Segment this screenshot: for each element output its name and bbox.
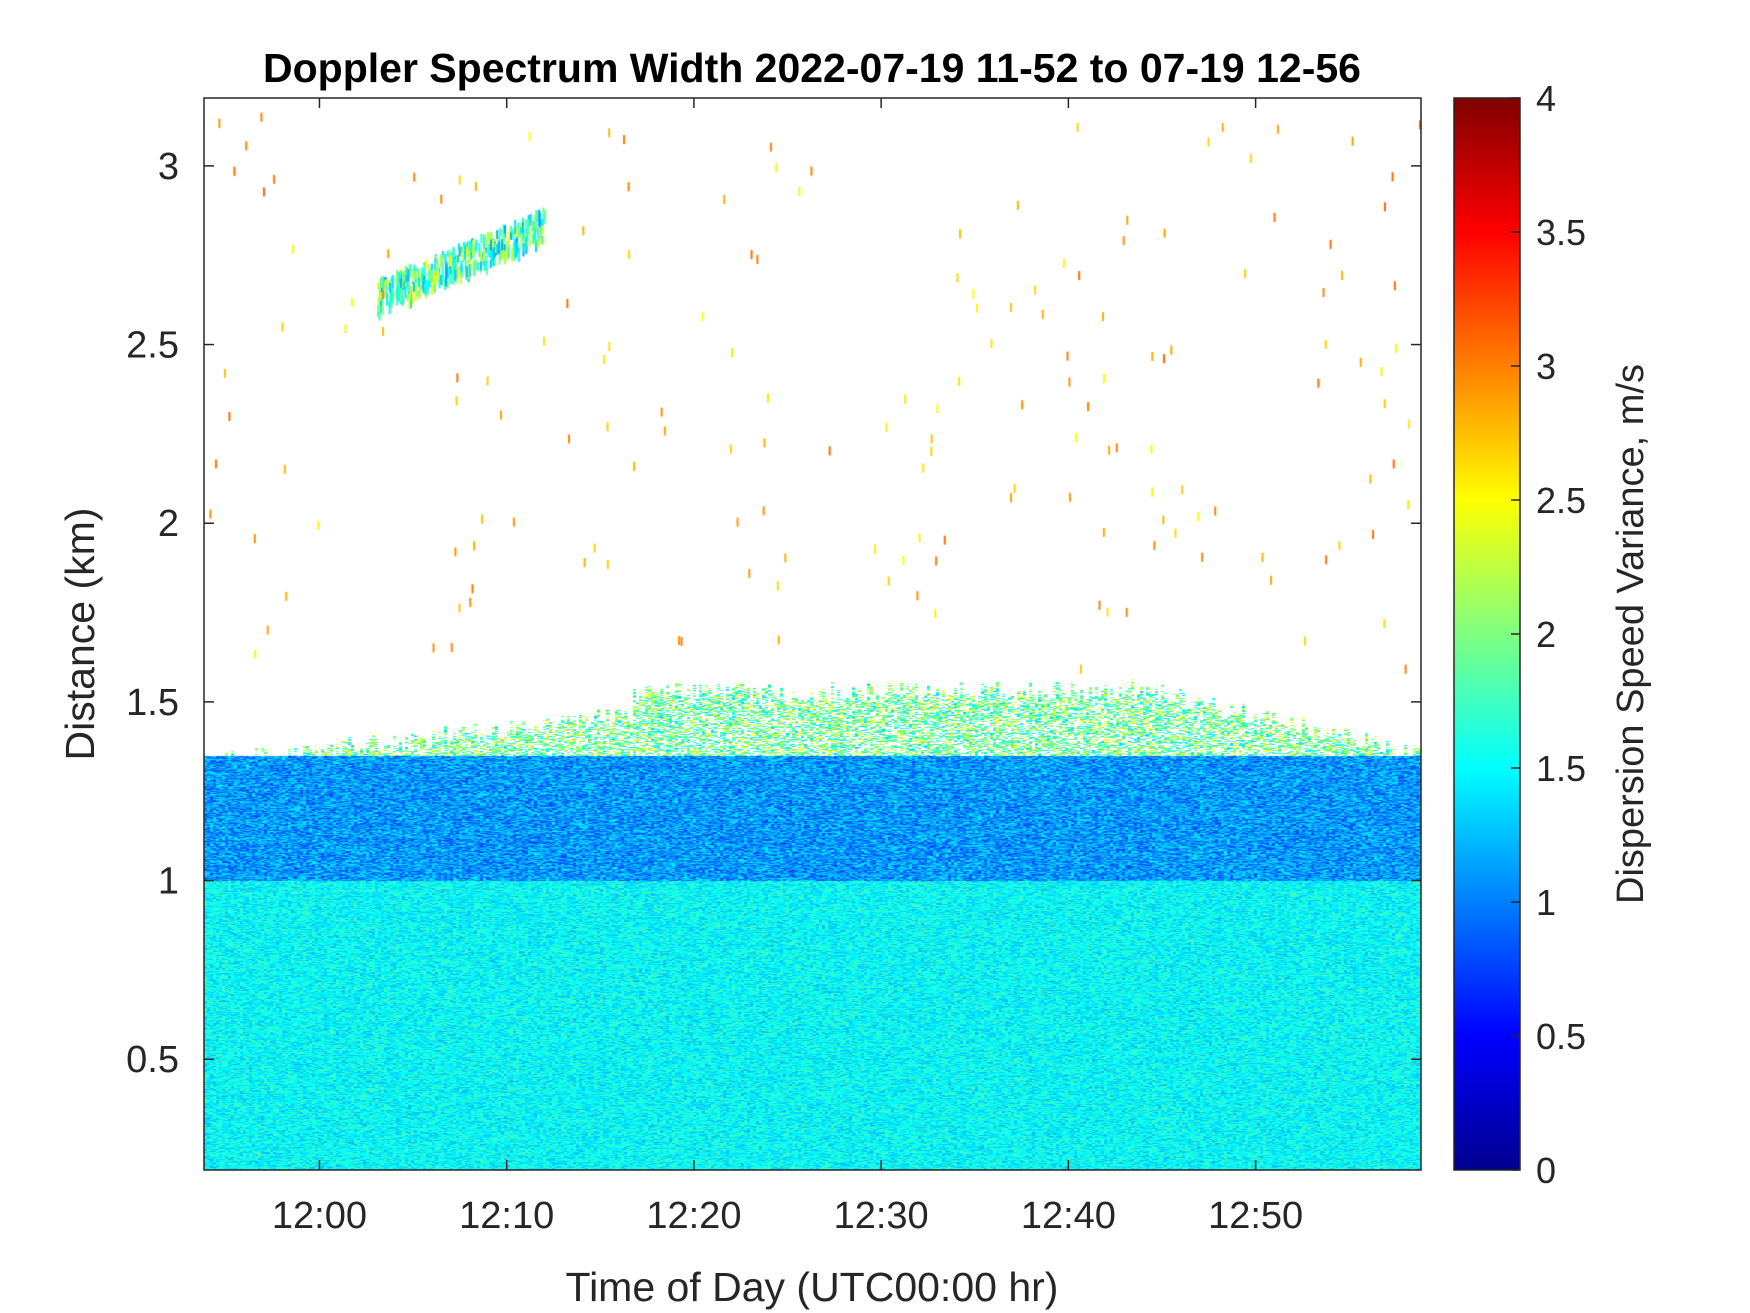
colorbar-tick-label: 2.5 — [1536, 480, 1586, 521]
y-tick-label: 1 — [158, 861, 179, 903]
colorbar-tick-label: 0 — [1536, 1150, 1556, 1191]
colorbar-tick-label: 4 — [1536, 78, 1556, 119]
heatmap-image — [204, 98, 1421, 1170]
colorbar-label: Dispersion Speed Variance, m/s — [1610, 364, 1652, 904]
x-tick-label: 12:30 — [834, 1195, 929, 1237]
x-tick-label: 12:50 — [1208, 1195, 1303, 1237]
colorbar-tick-label: 2 — [1536, 614, 1556, 655]
colorbar-ticks: 0 0.5 1 1.5 2 2.5 3 3.5 4 — [1511, 78, 1586, 1191]
colorbar-gradient — [1453, 97, 1521, 1171]
x-tick-label: 12:10 — [459, 1195, 554, 1237]
y-axis-label: Distance (km) — [57, 508, 103, 761]
colorbar-tick-label: 3 — [1536, 346, 1556, 387]
y-tick-label: 2 — [158, 503, 179, 545]
colorbar-tick-label: 0.5 — [1536, 1016, 1586, 1057]
y-tick-label: 2.5 — [126, 325, 179, 367]
x-tick-label: 12:40 — [1021, 1195, 1116, 1237]
y-tick-label: 3 — [158, 146, 179, 188]
x-tick-label: 12:00 — [272, 1195, 367, 1237]
y-tick-label: 0.5 — [126, 1039, 179, 1081]
y-tick-label: 1.5 — [126, 682, 179, 724]
colorbar: 0 0.5 1 1.5 2 2.5 3 3.5 4 — [1453, 78, 1586, 1191]
colorbar-tick-label: 1.5 — [1536, 748, 1586, 789]
x-tick-label: 12:20 — [646, 1195, 741, 1237]
plot-frame — [203, 97, 1422, 1171]
x-axis-label: Time of Day (UTC00:00 hr) — [566, 1264, 1059, 1310]
chart-title: Doppler Spectrum Width 2022-07-19 11-52 … — [263, 45, 1361, 91]
y-axis-ticks: 0.5 1 1.5 2 2.5 3 — [126, 146, 1421, 1081]
x-axis-ticks: 12:00 12:10 12:20 12:30 12:40 12:50 — [272, 98, 1303, 1237]
colorbar-tick-label: 1 — [1536, 882, 1556, 923]
colorbar-tick-label: 3.5 — [1536, 212, 1586, 253]
